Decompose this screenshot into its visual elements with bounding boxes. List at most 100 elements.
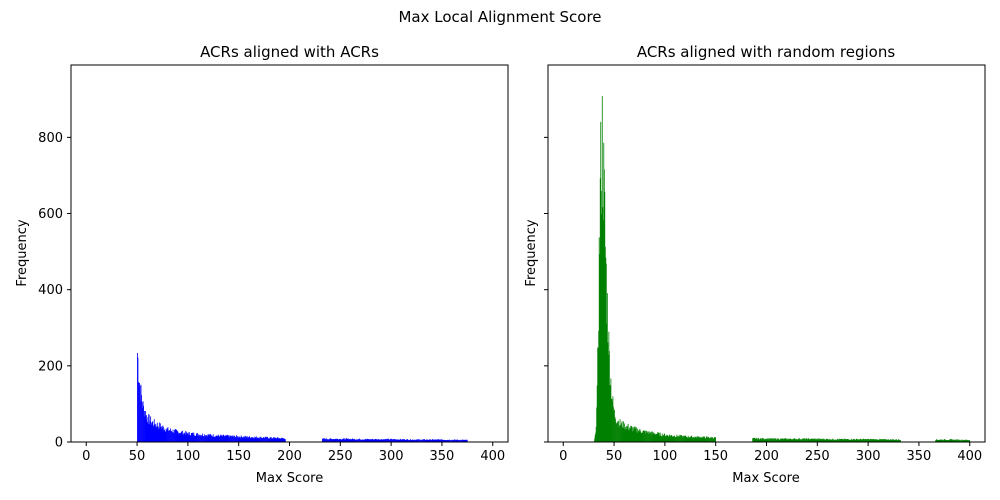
- histogram-bar: [249, 438, 251, 442]
- histogram-bar: [423, 439, 425, 442]
- histogram-bar: [955, 439, 957, 442]
- histogram-bar: [463, 440, 465, 442]
- histogram-bar: [957, 440, 959, 442]
- histogram-bar: [782, 438, 784, 442]
- histogram-bar: [851, 439, 853, 442]
- histogram-bar: [886, 439, 888, 442]
- histogram-bar: [334, 439, 336, 442]
- histogram-bar: [625, 426, 627, 442]
- histogram-bar: [150, 424, 152, 442]
- histogram-bar: [771, 438, 773, 442]
- histogram-bar: [169, 430, 171, 442]
- histogram-bar: [167, 427, 169, 442]
- x-tick-label: 0: [82, 449, 90, 464]
- histogram-bar: [459, 440, 461, 442]
- histogram-bar: [206, 435, 207, 442]
- histogram-bar: [202, 433, 203, 442]
- histogram-bar: [203, 435, 204, 442]
- histogram-bar: [253, 438, 255, 442]
- histogram-bar: [282, 438, 284, 442]
- histogram-bar: [351, 439, 353, 442]
- histogram-bar: [227, 435, 229, 442]
- histogram-bar: [798, 439, 800, 442]
- histogram-bar: [424, 439, 425, 442]
- histogram-bar: [826, 439, 828, 442]
- histogram-bar: [755, 438, 757, 442]
- histogram-bar: [603, 142, 605, 442]
- histogram-bar: [422, 439, 424, 442]
- histogram-bar: [633, 426, 635, 442]
- histogram-bar: [935, 440, 936, 442]
- figure-title: Max Local Alignment Score: [398, 8, 601, 26]
- histogram-bar: [778, 439, 780, 442]
- histogram-bar: [149, 424, 151, 442]
- histogram-bar: [413, 439, 415, 442]
- histogram-bar: [697, 436, 699, 442]
- histogram-bar: [599, 178, 601, 443]
- histogram-bar: [658, 436, 660, 442]
- histogram-bar: [692, 436, 694, 442]
- histogram-bar: [432, 439, 434, 442]
- histogram-bar: [207, 436, 208, 442]
- histogram-bar: [442, 439, 444, 442]
- histogram-bar: [335, 438, 337, 442]
- histogram-bar: [705, 438, 707, 442]
- histogram-bar: [803, 438, 804, 442]
- histogram-bar: [181, 431, 183, 442]
- histogram-bar: [643, 430, 644, 442]
- histogram-bar: [683, 437, 684, 442]
- histogram-bar: [618, 427, 620, 442]
- histogram-bar: [951, 439, 953, 442]
- histogram-bar: [378, 439, 380, 442]
- histogram-bar: [840, 438, 841, 442]
- histogram-bar: [950, 439, 952, 442]
- histogram-bar: [854, 439, 856, 442]
- histogram-bar: [964, 440, 966, 442]
- histogram-bar: [279, 438, 281, 442]
- histogram-bar: [381, 439, 383, 442]
- histogram-bar: [651, 431, 652, 442]
- histogram-bar: [410, 440, 412, 442]
- histogram-bar: [158, 422, 160, 442]
- histogram-bar: [251, 437, 253, 442]
- histogram-bar: [360, 439, 361, 442]
- x-tick-label: 50: [129, 449, 146, 464]
- histogram-bar: [371, 439, 373, 442]
- histogram-bar: [267, 437, 269, 442]
- histogram-bar: [166, 428, 168, 442]
- histogram-bar: [956, 440, 957, 442]
- histogram-bar: [219, 437, 221, 442]
- histogram-bar: [215, 437, 217, 442]
- histogram-bar: [402, 439, 404, 442]
- histogram-bar: [634, 426, 636, 442]
- histogram-bar: [153, 426, 155, 442]
- histogram-bar: [611, 398, 613, 442]
- histogram-bar: [165, 431, 166, 442]
- histogram-bar: [862, 438, 864, 442]
- histogram-bar: [443, 439, 445, 442]
- histogram-bar: [330, 438, 332, 442]
- histogram-bar: [204, 436, 206, 442]
- histogram-bar: [343, 438, 345, 442]
- histogram-bar: [608, 331, 610, 442]
- histogram-bar: [753, 437, 755, 442]
- histogram-bar: [201, 435, 202, 442]
- histogram-bar: [439, 439, 441, 442]
- histogram-bar: [380, 439, 382, 442]
- histogram-bar: [418, 439, 420, 442]
- histogram-bar: [271, 438, 273, 442]
- histogram-bar: [847, 439, 849, 442]
- histogram-bar: [213, 436, 215, 442]
- histogram-bar: [703, 436, 705, 442]
- histogram-bar: [208, 434, 210, 442]
- histogram-bar: [663, 435, 665, 442]
- histogram-bar: [837, 439, 839, 442]
- histogram-bar: [465, 439, 467, 442]
- histogram-bar: [774, 438, 776, 442]
- histogram-bar: [684, 436, 685, 442]
- histogram-bar: [168, 430, 169, 442]
- histogram-bar: [945, 440, 947, 442]
- histogram-bar: [830, 439, 832, 442]
- histogram-bar: [368, 439, 370, 442]
- histogram-bar: [362, 439, 364, 442]
